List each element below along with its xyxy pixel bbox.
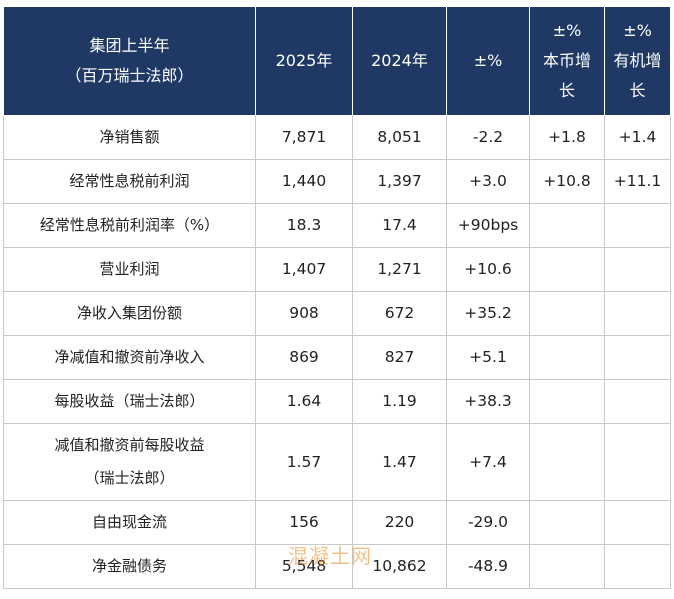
cell-2024: 1.47: [352, 423, 447, 501]
cell-local-growth: [529, 247, 605, 292]
header-local-currency-growth: ±% 本币增 长: [529, 6, 605, 116]
table-row: 净金融债务 5,548 10,862 -48.9: [3, 544, 671, 589]
cell-change: -2.2: [446, 115, 530, 160]
cell-local-growth: [529, 423, 605, 501]
row-label: 经常性息税前利润率（%）: [3, 203, 256, 248]
cell-change: +7.4: [446, 423, 530, 501]
row-label: 自由现金流: [3, 500, 256, 545]
row-label: 净收入集团份额: [3, 291, 256, 336]
cell-change: +3.0: [446, 159, 530, 204]
cell-2025: 1,440: [255, 159, 353, 204]
header-2024: 2024年: [352, 6, 447, 116]
row-label: 净金融债务: [3, 544, 256, 589]
cell-organic-growth: [604, 291, 671, 336]
cell-change: +5.1: [446, 335, 530, 380]
cell-2024: 17.4: [352, 203, 447, 248]
cell-organic-growth: +11.1: [604, 159, 671, 204]
cell-2025: 18.3: [255, 203, 353, 248]
cell-change: +35.2: [446, 291, 530, 336]
cell-2025: 869: [255, 335, 353, 380]
header-organic-growth: ±% 有机增 长: [604, 6, 671, 116]
cell-2024: 10,862: [352, 544, 447, 589]
cell-change: +10.6: [446, 247, 530, 292]
row-label: 减值和撤资前每股收益 （瑞士法郎）: [3, 423, 256, 501]
cell-2025: 5,548: [255, 544, 353, 589]
cell-2025: 1.64: [255, 379, 353, 424]
cell-organic-growth: [604, 203, 671, 248]
row-label: 净销售额: [3, 115, 256, 160]
cell-change: -29.0: [446, 500, 530, 545]
cell-2025: 156: [255, 500, 353, 545]
table-header-row: 集团上半年 （百万瑞士法郎） 2025年 2024年 ±% ±% 本币增 长 ±…: [3, 6, 671, 116]
row-label: 营业利润: [3, 247, 256, 292]
table-row: 自由现金流 156 220 -29.0: [3, 500, 671, 545]
table-row: 净销售额 7,871 8,051 -2.2 +1.8 +1.4: [3, 115, 671, 160]
table-row: 营业利润 1,407 1,271 +10.6: [3, 247, 671, 292]
header-change-pct: ±%: [446, 6, 530, 116]
cell-change: +38.3: [446, 379, 530, 424]
cell-local-growth: [529, 203, 605, 248]
cell-organic-growth: [604, 379, 671, 424]
cell-2025: 1,407: [255, 247, 353, 292]
cell-local-growth: [529, 335, 605, 380]
row-label: 净减值和撤资前净收入: [3, 335, 256, 380]
cell-2025: 7,871: [255, 115, 353, 160]
cell-change: -48.9: [446, 544, 530, 589]
cell-2025: 908: [255, 291, 353, 336]
cell-local-growth: [529, 544, 605, 589]
row-label: 经常性息税前利润: [3, 159, 256, 204]
cell-2024: 1,397: [352, 159, 447, 204]
row-label: 每股收益（瑞士法郎）: [3, 379, 256, 424]
cell-2024: 1.19: [352, 379, 447, 424]
table-row: 净减值和撤资前净收入 869 827 +5.1: [3, 335, 671, 380]
table-row: 净收入集团份额 908 672 +35.2: [3, 291, 671, 336]
cell-organic-growth: [604, 335, 671, 380]
cell-2024: 827: [352, 335, 447, 380]
cell-organic-growth: +1.4: [604, 115, 671, 160]
cell-2025: 1.57: [255, 423, 353, 501]
table-row: 减值和撤资前每股收益 （瑞士法郎） 1.57 1.47 +7.4: [3, 423, 671, 501]
table-row: 经常性息税前利润率（%） 18.3 17.4 +90bps: [3, 203, 671, 248]
cell-local-growth: +1.8: [529, 115, 605, 160]
financial-results-table: 集团上半年 （百万瑞士法郎） 2025年 2024年 ±% ±% 本币增 长 ±…: [3, 6, 671, 589]
cell-organic-growth: [604, 544, 671, 589]
cell-2024: 220: [352, 500, 447, 545]
cell-local-growth: [529, 291, 605, 336]
cell-organic-growth: [604, 423, 671, 501]
cell-local-growth: [529, 500, 605, 545]
cell-change: +90bps: [446, 203, 530, 248]
cell-organic-growth: [604, 247, 671, 292]
cell-2024: 1,271: [352, 247, 447, 292]
cell-2024: 8,051: [352, 115, 447, 160]
cell-organic-growth: [604, 500, 671, 545]
table-row: 经常性息税前利润 1,440 1,397 +3.0 +10.8 +11.1: [3, 159, 671, 204]
header-2025: 2025年: [255, 6, 353, 116]
cell-local-growth: +10.8: [529, 159, 605, 204]
table-row: 每股收益（瑞士法郎） 1.64 1.19 +38.3: [3, 379, 671, 424]
cell-2024: 672: [352, 291, 447, 336]
cell-local-growth: [529, 379, 605, 424]
header-group-half-year: 集团上半年 （百万瑞士法郎）: [3, 6, 256, 116]
